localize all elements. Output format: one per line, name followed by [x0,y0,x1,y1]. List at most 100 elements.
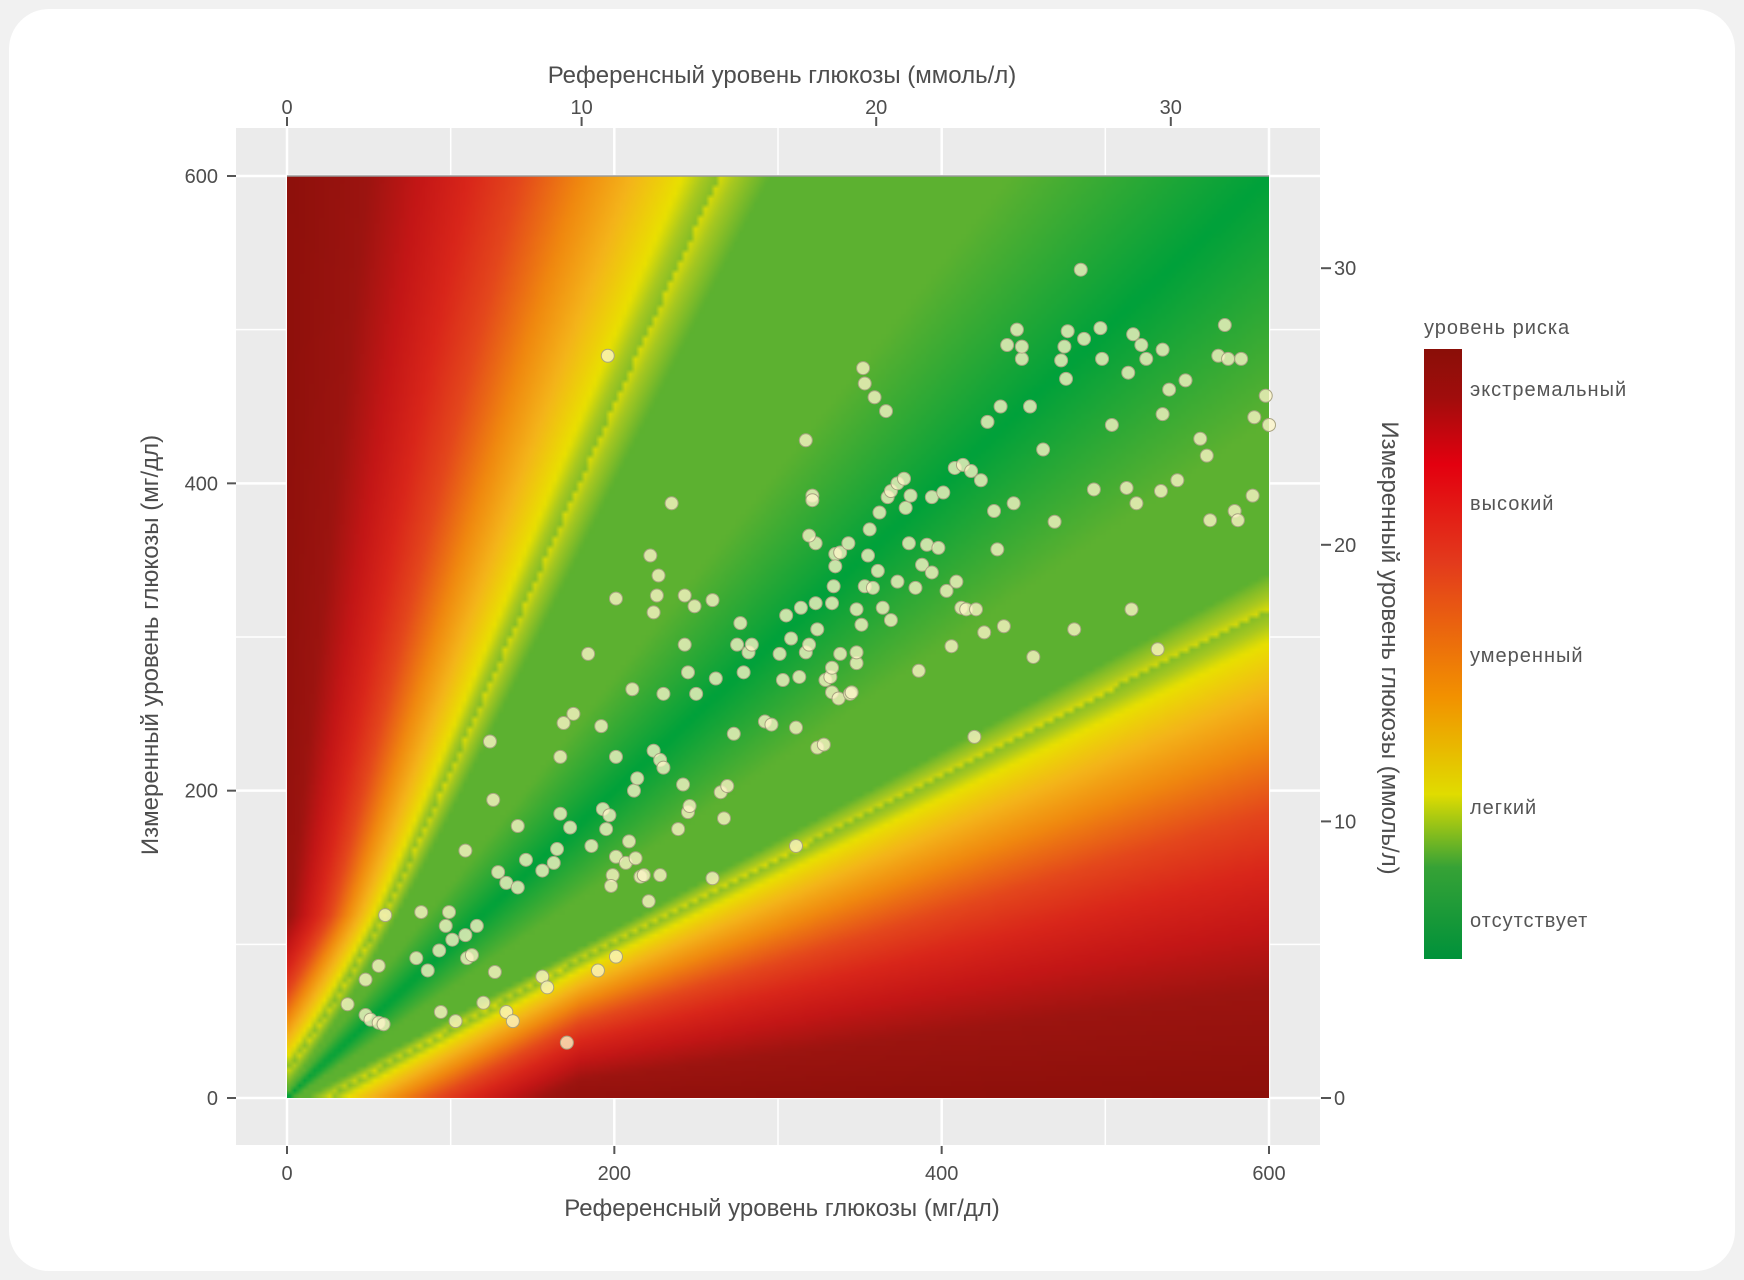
x-tick-label: 200 [598,1163,631,1185]
data-point [1014,351,1029,366]
data-point [1199,448,1214,463]
x2-tick-label: 30 [1160,97,1182,119]
data-point [445,932,460,947]
data-point [358,972,373,987]
data-point [1262,417,1276,432]
data-point [825,660,840,675]
data-point [476,995,491,1010]
data-point [653,868,668,883]
data-point [677,637,692,652]
y-tick-label: 600 [185,166,218,188]
data-point [857,376,872,391]
y-tick-label: 400 [185,473,218,495]
data-point [1036,442,1051,457]
data-point [656,760,671,775]
top-axis-title: Референсный уровень глюкозы (ммоль/л) [548,62,1017,89]
data-point [772,646,787,661]
data-point [590,963,605,978]
data-point [1126,327,1141,342]
data-point [630,771,645,786]
data-point [708,671,723,686]
data-point [1023,399,1038,414]
y2-tick-label: 20 [1334,535,1356,557]
data-point [442,905,457,920]
data-point [556,716,571,731]
data-point [977,625,992,640]
data-point [1054,353,1069,368]
data-point [865,580,880,595]
data-point [376,1017,391,1032]
data-point [600,348,615,363]
data-point [636,868,651,883]
data-point [825,596,840,611]
data-point [1129,496,1144,511]
data-point [792,669,807,684]
data-point [1203,513,1218,528]
data-point [798,433,813,448]
legend-label-high: высокий [1470,493,1554,515]
data-point [1059,371,1074,386]
data-point [656,686,671,701]
data-point [826,579,841,594]
data-point [378,908,393,923]
data-point [789,838,804,853]
data-point [805,493,820,508]
legend-label-extreme: экстремальный [1470,379,1627,401]
data-point [646,605,661,620]
data-point [602,808,617,823]
data-point [641,894,656,909]
data-point [733,616,748,631]
data-point [936,485,951,500]
legend-label-moderate: умеренный [1470,645,1584,667]
legend-label-mild: легкий [1470,797,1537,819]
data-point [730,637,745,652]
data-point [546,855,561,870]
data-point [566,706,581,721]
x2-tick-label: 20 [865,97,887,119]
data-point [1155,407,1170,422]
data-point [486,792,501,807]
data-point [448,1014,463,1029]
y2-tick-label: 30 [1334,258,1356,280]
y-tick-label: 200 [185,781,218,803]
data-point [1162,382,1177,397]
data-point [1073,262,1088,277]
data-point [726,726,741,741]
data-point [608,749,623,764]
bottom-axis-title: Референсный уровень глюкозы (мг/дл) [564,1195,1000,1222]
data-point [944,639,959,654]
data-point [608,949,623,964]
data-point [833,545,848,560]
scatter-points [340,262,1276,1050]
data-point [969,602,984,617]
data-point [890,574,905,589]
data-point [993,399,1008,414]
data-point [987,503,1002,518]
data-point [1093,321,1108,336]
data-point [599,822,614,837]
data-point [433,1004,448,1019]
y2-tick-label: 10 [1334,811,1356,833]
data-point [828,559,843,574]
data-point [1217,318,1232,333]
data-point [643,548,658,563]
data-point [1178,373,1193,388]
data-point [664,496,679,511]
data-point [744,637,759,652]
data-point [1057,339,1072,354]
data-point [775,673,790,688]
data-point [862,522,877,537]
data-point [1230,513,1245,528]
data-point [1014,339,1029,354]
data-point [802,528,817,543]
data-point [841,536,856,551]
data-point [604,878,619,893]
data-point [990,542,1005,557]
data-point [789,720,804,735]
data-point [676,777,691,792]
data-point [1139,351,1154,366]
data-point [535,863,550,878]
data-point [510,819,525,834]
data-point [1104,417,1119,432]
data-point [879,404,894,419]
